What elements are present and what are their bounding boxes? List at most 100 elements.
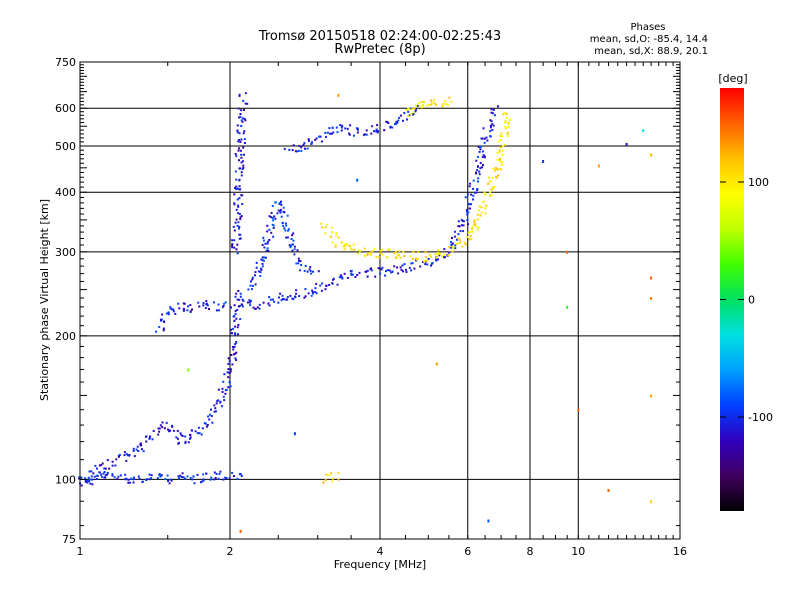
- echo-point: [254, 307, 257, 310]
- echo-point: [239, 216, 242, 219]
- echo-point: [473, 220, 476, 223]
- echo-point: [234, 153, 237, 155]
- echo-point: [89, 478, 91, 481]
- echo-point: [450, 241, 452, 244]
- echo-point: [371, 250, 374, 252]
- echo-point: [475, 191, 478, 194]
- echo-point: [137, 450, 140, 452]
- isolated-echo: [187, 368, 190, 372]
- colorbar-tick-label: 100: [748, 176, 769, 189]
- echo-point: [340, 126, 343, 129]
- echo-point: [358, 271, 361, 274]
- echo-point: [381, 253, 384, 256]
- isolated-echo: [435, 362, 438, 366]
- echo-point: [155, 330, 158, 333]
- echo-point: [167, 428, 169, 431]
- echo-point: [236, 309, 239, 311]
- echo-point: [261, 262, 264, 265]
- echo-point: [235, 351, 238, 354]
- echo-point: [233, 246, 236, 249]
- echo-point: [240, 119, 243, 122]
- echo-point: [341, 124, 344, 127]
- echo-point: [229, 306, 232, 309]
- echo-point: [475, 225, 478, 228]
- echo-point: [238, 185, 241, 188]
- echo-point: [311, 291, 314, 293]
- echo-point: [315, 137, 318, 140]
- echo-point: [238, 94, 241, 97]
- echo-point: [231, 246, 234, 249]
- echo-point: [427, 257, 430, 260]
- echo-point: [141, 481, 144, 483]
- echo-point: [106, 473, 109, 476]
- echo-point: [133, 476, 135, 479]
- echo-point: [286, 296, 289, 298]
- echo-point: [405, 268, 407, 271]
- echo-point: [498, 168, 501, 171]
- echo-point: [339, 124, 342, 127]
- echo-point: [239, 318, 242, 320]
- echo-point: [279, 292, 282, 295]
- isolated-echo: [337, 93, 340, 97]
- echo-point: [396, 266, 398, 269]
- echo-point: [293, 253, 296, 256]
- echo-point: [477, 146, 480, 148]
- echo-point: [507, 126, 510, 129]
- echo-point: [237, 221, 240, 224]
- echo-point: [438, 254, 441, 257]
- echo-point: [298, 144, 301, 147]
- echo-point: [428, 104, 430, 106]
- echo-point: [410, 269, 413, 272]
- echo-point: [240, 156, 243, 159]
- echo-point: [413, 267, 416, 270]
- echo-point: [457, 233, 460, 236]
- echo-point: [383, 129, 386, 132]
- isolated-echo: [577, 408, 580, 412]
- echo-point: [246, 102, 249, 105]
- echo-point: [424, 251, 427, 254]
- echo-point: [376, 124, 379, 127]
- echo-point: [103, 471, 106, 473]
- echo-point: [231, 239, 234, 242]
- colorbar-tick-label: -100: [748, 411, 773, 424]
- echo-point: [222, 395, 225, 398]
- echo-point: [270, 212, 273, 214]
- echo-point: [343, 245, 346, 248]
- echo-point: [117, 475, 120, 478]
- echo-point: [496, 152, 499, 154]
- echo-point: [279, 211, 282, 214]
- isolated-echo: [542, 160, 545, 163]
- echo-point: [429, 255, 432, 258]
- echo-point: [130, 477, 133, 480]
- echo-point: [328, 127, 331, 130]
- echo-point: [163, 427, 166, 430]
- echo-point: [219, 400, 222, 403]
- echo-point: [94, 464, 97, 467]
- echo-point: [103, 467, 106, 470]
- echo-point: [321, 282, 324, 285]
- echo-point: [403, 255, 406, 258]
- echo-point: [441, 255, 444, 258]
- echo-point: [213, 301, 215, 304]
- echo-point: [234, 186, 236, 189]
- echo-point: [252, 306, 255, 309]
- echo-point: [167, 313, 170, 316]
- echo-point: [291, 249, 294, 252]
- echo-point: [468, 185, 471, 188]
- echo-point: [236, 298, 239, 301]
- echo-point: [240, 171, 243, 174]
- echo-point: [266, 230, 269, 233]
- echo-point: [273, 300, 276, 303]
- echo-point: [324, 226, 327, 229]
- echo-point: [282, 206, 285, 209]
- echo-point: [274, 201, 277, 204]
- echo-point: [356, 252, 359, 255]
- echo-point: [309, 270, 312, 272]
- echo-point: [309, 266, 312, 268]
- echo-point: [228, 381, 231, 384]
- echo-point: [241, 194, 244, 197]
- echo-point: [286, 236, 289, 239]
- echo-point: [89, 482, 92, 485]
- echo-point: [223, 399, 226, 402]
- echo-point: [291, 149, 294, 152]
